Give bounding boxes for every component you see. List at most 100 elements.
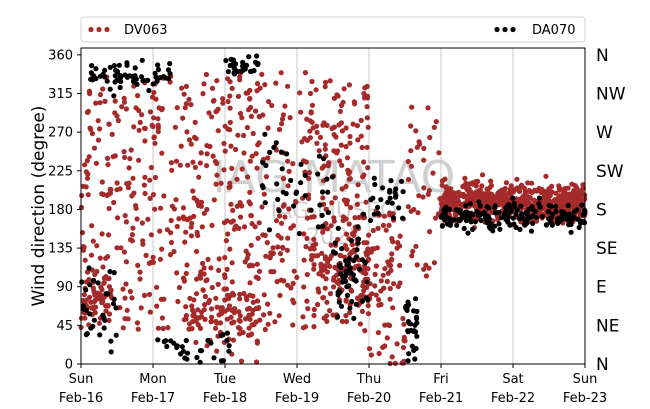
data-point-dv063 <box>229 260 235 266</box>
data-point-dv063 <box>214 320 220 326</box>
data-point-da070 <box>308 207 314 213</box>
data-point-da070 <box>150 81 156 87</box>
data-point-dv063 <box>224 218 230 224</box>
y-tick-label: 45 <box>56 319 73 334</box>
data-point-da070 <box>438 214 444 220</box>
compass-label: SW <box>596 162 624 182</box>
data-point-da070 <box>364 279 370 285</box>
data-point-dv063 <box>378 288 384 294</box>
data-point-dv063 <box>97 126 103 132</box>
data-point-dv063 <box>572 202 578 208</box>
data-point-dv063 <box>122 295 128 301</box>
data-point-dv063 <box>157 256 163 262</box>
data-point-dv063 <box>549 189 555 195</box>
data-point-da070 <box>548 219 554 225</box>
data-point-dv063 <box>253 151 259 157</box>
data-point-da070 <box>132 65 138 71</box>
data-point-dv063 <box>222 148 228 154</box>
data-point-dv063 <box>151 135 157 141</box>
data-point-dv063 <box>346 82 352 88</box>
data-point-dv063 <box>387 285 393 292</box>
data-point-dv063 <box>391 281 397 287</box>
data-point-dv063 <box>308 257 314 263</box>
data-point-dv063 <box>366 232 372 238</box>
data-point-dv063 <box>136 107 142 114</box>
data-point-dv063 <box>209 284 215 291</box>
data-point-dv063 <box>190 188 196 194</box>
data-point-dv063 <box>387 262 394 269</box>
data-point-dv063 <box>236 317 242 323</box>
data-point-dv063 <box>82 257 88 263</box>
data-point-dv063 <box>239 203 245 209</box>
data-point-da070 <box>324 176 330 182</box>
data-point-da070 <box>463 202 469 209</box>
data-point-dv063 <box>201 265 207 271</box>
data-point-dv063 <box>208 306 215 312</box>
data-point-da070 <box>130 73 136 79</box>
legend-dot <box>510 26 516 33</box>
data-point-dv063 <box>395 283 401 290</box>
data-point-dv063 <box>167 252 174 258</box>
data-point-da070 <box>484 220 490 226</box>
data-point-dv063 <box>227 105 233 111</box>
data-point-da070 <box>507 222 513 228</box>
data-point-dv063 <box>288 285 294 291</box>
data-point-dv063 <box>306 170 312 176</box>
data-point-dv063 <box>130 175 136 181</box>
data-point-dv063 <box>165 325 171 331</box>
legend-label-da070: DA070 <box>532 23 576 38</box>
data-point-dv063 <box>360 283 366 289</box>
data-point-dv063 <box>134 216 140 222</box>
data-point-dv063 <box>235 132 241 138</box>
data-point-dv063 <box>362 328 368 334</box>
data-point-dv063 <box>256 220 262 226</box>
data-point-dv063 <box>222 297 228 303</box>
data-point-dv063 <box>243 294 249 300</box>
data-point-da070 <box>414 308 420 314</box>
compass-label: N <box>596 46 609 66</box>
x-tick-date: Feb-17 <box>131 391 175 406</box>
data-point-dv063 <box>370 227 376 234</box>
data-point-da070 <box>330 249 336 255</box>
data-point-dv063 <box>109 131 115 137</box>
data-point-dv063 <box>389 251 395 257</box>
data-point-dv063 <box>354 193 360 199</box>
data-point-dv063 <box>388 267 394 274</box>
data-point-dv063 <box>302 70 308 76</box>
data-point-dv063 <box>413 128 419 134</box>
data-point-dv063 <box>253 108 259 114</box>
data-point-dv063 <box>155 116 161 122</box>
data-point-dv063 <box>261 312 267 318</box>
data-point-dv063 <box>273 80 279 86</box>
data-point-dv063 <box>329 200 335 206</box>
data-point-dv063 <box>339 186 345 192</box>
data-point-dv063 <box>214 78 220 84</box>
data-point-dv063 <box>304 235 310 241</box>
data-point-dv063 <box>192 164 198 170</box>
legend-dot <box>494 26 500 33</box>
data-point-dv063 <box>194 229 200 235</box>
data-point-dv063 <box>331 274 337 281</box>
data-point-da070 <box>359 257 365 263</box>
data-point-da070 <box>131 79 137 85</box>
data-point-dv063 <box>131 190 137 196</box>
data-point-da070 <box>80 303 86 309</box>
y-axis-label: Wind direction (degree) <box>29 106 49 307</box>
data-point-dv063 <box>168 239 175 246</box>
data-point-da070 <box>211 355 217 361</box>
data-point-dv063 <box>227 127 233 133</box>
data-point-dv063 <box>119 104 125 110</box>
data-point-dv063 <box>237 296 243 302</box>
data-point-dv063 <box>420 194 426 200</box>
data-point-dv063 <box>338 253 344 259</box>
data-point-da070 <box>511 203 517 209</box>
data-point-da070 <box>288 177 294 183</box>
data-point-dv063 <box>89 131 95 137</box>
data-point-dv063 <box>237 77 243 83</box>
legend-dot <box>104 26 110 33</box>
data-point-da070 <box>344 262 350 268</box>
data-point-dv063 <box>265 301 271 307</box>
data-point-dv063 <box>276 313 282 319</box>
data-point-dv063 <box>331 132 337 138</box>
data-point-da070 <box>472 219 478 225</box>
